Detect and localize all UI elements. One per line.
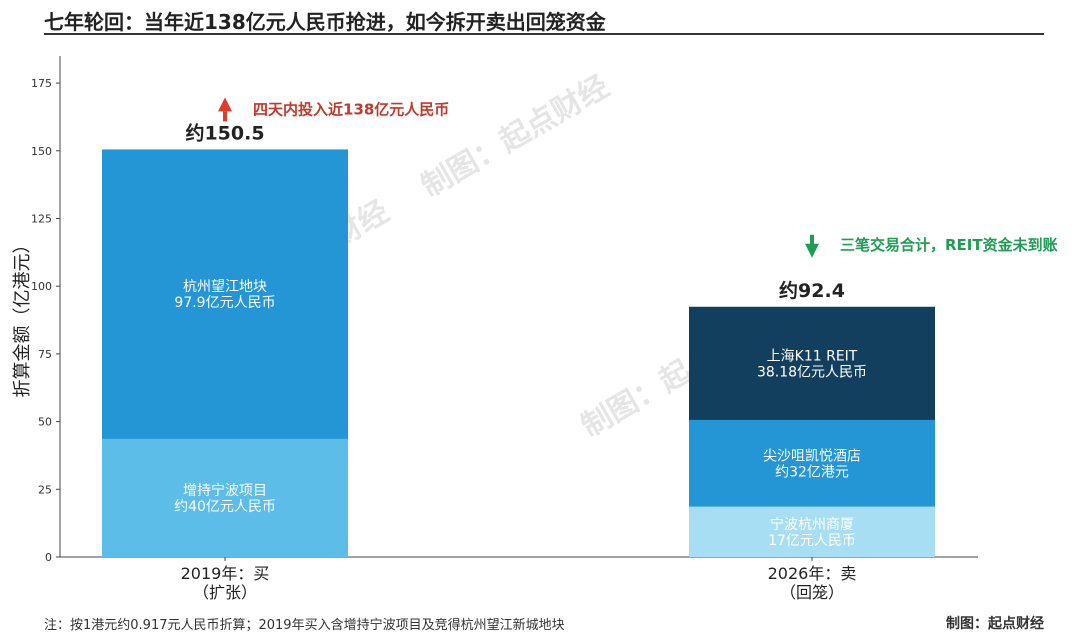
bar-segment xyxy=(689,419,935,507)
segment-label: 增持宁波项目约40亿元人民币 xyxy=(174,482,276,515)
down-arrow-shaft xyxy=(810,234,814,245)
down-arrow-icon xyxy=(805,243,819,258)
credit-label: 制图：起点财经 xyxy=(946,616,1044,632)
y-axis-label: 折算金额（亿港元） xyxy=(12,236,33,398)
bar-segment xyxy=(102,438,348,557)
segment-label: 上海K11 REIT 38.18亿元人民币 xyxy=(757,348,867,380)
y-tick-label: 150 xyxy=(31,145,52,158)
y-tick-label: 175 xyxy=(31,77,52,90)
x-category-label: 2019年：买（扩张） xyxy=(181,564,270,602)
annotation-text: 四天内投入近138亿元人民币 xyxy=(253,100,449,118)
y-tick-label: 50 xyxy=(38,416,52,429)
y-tick-label: 75 xyxy=(38,348,52,361)
bar-segment xyxy=(689,306,935,420)
segment-label: 宁波杭州商厦 17亿元人民币 xyxy=(768,516,856,549)
bar-segment xyxy=(689,506,935,557)
footnote: 注：按1港元约0.917元人民币折算；2019年买入含增持宁波项目及竞得杭州望江… xyxy=(44,618,565,633)
segment-label: 杭州望江地块 97.9亿元人民币 xyxy=(174,279,275,311)
bar-segment xyxy=(102,149,348,439)
y-tick-label: 25 xyxy=(38,483,52,496)
annotation-text: 三笔交易合计，REIT资金未到账 xyxy=(840,236,1058,254)
segment-label: 尖沙咀凯悦酒店约32亿港元 xyxy=(763,448,861,480)
watermark-text: 制图：起点财经 xyxy=(416,69,615,204)
bar-total-label: 约150.5 xyxy=(185,121,264,144)
y-tick-label: 100 xyxy=(31,280,52,293)
y-tick-label: 125 xyxy=(31,212,52,225)
title-divider xyxy=(44,33,1044,35)
up-arrow-shaft xyxy=(223,111,227,122)
bar-total-label: 约92.4 xyxy=(779,279,845,302)
chart-title: 七年轮回：当年近138亿元人民币抢进，如今拆开卖出回笼资金 xyxy=(44,10,606,34)
x-category-label: 2026年：卖（回笼） xyxy=(768,564,857,602)
y-tick-label: 0 xyxy=(45,551,52,564)
up-arrow-icon xyxy=(218,97,232,112)
